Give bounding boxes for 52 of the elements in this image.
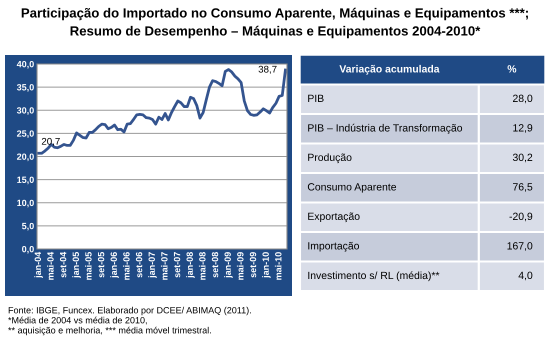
data-label: 38,7 (258, 66, 277, 74)
x-tick-label: set-09 (250, 252, 256, 278)
x-tick-label: mai-06 (122, 252, 130, 280)
x-tick-label: jan-09 (224, 252, 233, 278)
x-tick-label: jan-04 (34, 252, 43, 278)
x-tick-label: jan-08 (186, 252, 195, 278)
text: 12,9 (513, 124, 532, 133)
y-tick-label: 0,0 (22, 246, 34, 254)
y-tick-label: 25,0 (16, 130, 34, 138)
text: 4,0 (518, 272, 532, 280)
x-tick-label: set-08 (212, 252, 218, 278)
x-tick-label: jan-05 (72, 252, 81, 278)
y-tick-label: 40,0 (16, 60, 34, 69)
text: % (508, 65, 516, 73)
x-tick-label: jan-06 (110, 252, 119, 278)
category-label: PIB (308, 94, 324, 102)
text: *Média de 2004 vs média de 2010, (8, 316, 147, 324)
category-label: Produção (308, 153, 352, 164)
y-tick-label: 10,0 (17, 200, 34, 208)
x-tick-label: jan-07 (148, 252, 157, 278)
y-tick-label: 5,0 (22, 222, 34, 231)
x-tick-label: mai-04 (47, 252, 54, 280)
x-tick-label: mai-07 (160, 252, 168, 280)
x-tick-label: set-04 (60, 252, 66, 278)
x-tick-label: set-07 (174, 252, 180, 278)
source-note: Fonte: IBGE, Funcex. Elaborado por DCEE/ ABIMAQ (2011). (8, 306, 251, 316)
x-tick-label: mai-10 (274, 252, 282, 280)
category-label: Consumo Aparente (308, 183, 396, 193)
y-tick-label: 30,0 (16, 107, 34, 115)
y-tick-label: 15,0 (17, 176, 34, 184)
text: 167,0 (507, 242, 532, 251)
y-tick-label: 35,0 (16, 84, 34, 92)
y-tick-label: 20,0 (16, 153, 34, 162)
x-tick-label: mai-05 (85, 252, 92, 280)
category-label: PIB – Indústria de Transformação (308, 124, 462, 134)
text: Variação acumulada (339, 64, 440, 75)
text: Resumo de Desempenho – Máquinas e Equipamentos 2004-2010* (70, 26, 480, 38)
text: ** aquisição e melhoria, *** média móvel trimestral. (8, 326, 211, 336)
x-tick-label: set-05 (98, 252, 104, 278)
category-label: Investimento s/ RL (média)** (308, 271, 440, 282)
chart-title: Participação do Importado no Consumo Aparente, Máquinas e Equipamentos ***; (22, 8, 528, 20)
category-label: Importação (308, 242, 360, 252)
x-tick-label: mai-09 (236, 252, 244, 280)
text: 30,2 (512, 154, 532, 162)
text: -20,9 (509, 212, 532, 222)
x-tick-label: jan-10 (262, 252, 271, 278)
category-label: Exportação (308, 212, 360, 222)
text: 76,5 (513, 183, 532, 192)
data-label: 20,7 (42, 138, 60, 146)
text: 28,0 (513, 94, 532, 104)
x-tick-label: mai-08 (198, 252, 206, 280)
x-tick-label: set-06 (136, 252, 142, 278)
